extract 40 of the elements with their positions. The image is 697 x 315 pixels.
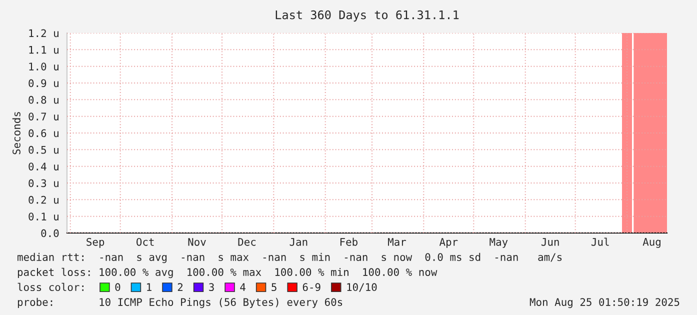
x-tick-label: Dec [238, 238, 256, 246]
y-tick-label: 0.1 u [28, 212, 58, 220]
y-tick-label: 0.7 u [28, 112, 58, 120]
legend-label: 2 [178, 283, 183, 291]
x-tick-label: Jan [290, 238, 308, 246]
text: Mon Aug 25 01:50:19 2025 [530, 298, 680, 308]
x-tick-label: Apr [439, 238, 458, 248]
text: median rtt: -nan s avg -nan s max -nan s min -nan s now 0.0 ms sd -nan am/s [18, 252, 562, 264]
y-tick-label: 1.0 u [29, 62, 58, 70]
x-tick-label: Oct [136, 238, 154, 246]
legend-label: 5 [272, 283, 276, 292]
y-tick-label: 1.2 u [29, 29, 58, 38]
x-tick-label: Jun [541, 238, 559, 246]
y-tick-label: 0.5 u [28, 146, 58, 154]
x-tick-label: Mar [388, 238, 406, 246]
y-tick-label: 0.6 u [28, 129, 58, 138]
x-tick-label: Sep [86, 238, 104, 248]
y-tick-label: 0.3 u [28, 179, 58, 188]
chart-title: Last 360 Days to 61.31.1.1 [276, 10, 459, 22]
text: packet loss: 100.00 % avg 100.00 % max 100.00 % min 100.00 % now [18, 268, 438, 278]
y-tick-label: 1.1 u [29, 46, 58, 54]
legend-label: 0 [115, 283, 120, 292]
x-tick-label: Aug [642, 238, 660, 248]
y-axis-title: Seconds [12, 112, 20, 154]
x-tick-label: Feb [340, 238, 358, 246]
y-tick-label: 0.0 [41, 229, 59, 238]
y-tick-label: 0.2 u [28, 196, 58, 204]
y-tick-label: 0.4 u [28, 162, 58, 170]
text: probe: 10 ICMP Echo Pings (56 Bytes) every 60s [18, 298, 342, 308]
legend-label: 6-9 [302, 283, 320, 292]
x-tick-label: Nov [188, 238, 206, 246]
x-tick-label: Jul [591, 238, 609, 246]
x-tick-label: May [490, 238, 508, 248]
y-tick-label: 0.8 u [28, 96, 58, 104]
legend-title: loss color: [18, 282, 84, 292]
legend-label: 10/10 [347, 283, 377, 292]
y-tick-label: 0.9 u [28, 79, 58, 88]
legend-label: 3 [209, 283, 214, 292]
legend-label: 1 [147, 283, 152, 291]
legend-label: 4 [240, 283, 246, 291]
